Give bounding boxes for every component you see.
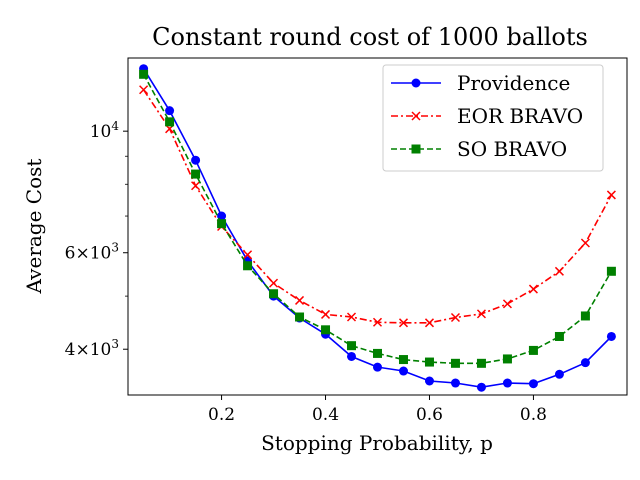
legend-label: EOR BRAVO <box>457 104 583 128</box>
data-point-eor-bravo <box>191 181 201 191</box>
data-point-providence <box>398 366 408 376</box>
data-point-so-bravo <box>217 219 227 229</box>
x-tick-label: 0.6 <box>416 405 443 425</box>
data-point-eor-bravo <box>372 317 383 327</box>
legend-label: SO BRAVO <box>457 137 567 161</box>
data-point-providence <box>554 369 564 379</box>
x-axis: 0.2 0.4 0.6 0.8 <box>208 395 547 425</box>
data-point-so-bravo <box>502 354 512 364</box>
data-point-providence <box>580 358 590 368</box>
plot-frame <box>127 57 628 396</box>
x-tick-label: 0.4 <box>312 405 339 425</box>
data-point-eor-bravo <box>320 309 331 319</box>
data-point-providence <box>165 106 175 116</box>
data-point-eor-bravo <box>139 85 149 95</box>
legend-frame <box>382 64 604 172</box>
y-tick-label: 104 <box>90 119 120 142</box>
data-point-eor-bravo <box>346 312 357 322</box>
data-point-providence <box>347 351 357 361</box>
x-axis-title: Stopping Probability, p <box>261 431 493 455</box>
y-tick-label: 6×103 <box>65 241 119 264</box>
legend-swatch-marker <box>411 78 421 88</box>
legend-item-providence: Providence <box>391 71 570 95</box>
data-point-providence <box>450 378 460 388</box>
data-point-providence <box>424 376 434 386</box>
series-eor-bravo <box>139 85 616 328</box>
data-point-so-bravo <box>165 117 175 127</box>
legend-swatch-marker <box>411 111 421 121</box>
data-point-eor-bravo <box>528 284 538 294</box>
data-point-so-bravo <box>269 289 279 299</box>
legend-item-eor-bravo: EOR BRAVO <box>391 104 583 128</box>
data-point-so-bravo <box>347 341 357 351</box>
y-tick-label: 4×103 <box>65 337 119 360</box>
plot-area <box>139 64 616 392</box>
data-point-eor-bravo <box>424 318 435 328</box>
data-point-so-bravo <box>295 312 305 322</box>
data-point-so-bravo <box>243 261 253 271</box>
series-so-bravo <box>139 69 616 368</box>
data-point-so-bravo <box>424 357 434 367</box>
data-point-eor-bravo <box>450 312 460 323</box>
data-point-eor-bravo <box>269 278 279 288</box>
y-axis-title: Average Cost <box>22 159 46 295</box>
legend-swatch-marker <box>411 144 421 154</box>
data-point-so-bravo <box>606 266 616 276</box>
data-point-eor-bravo <box>502 299 512 309</box>
data-point-providence <box>191 155 201 165</box>
y-axis: 4×103 6×103 104 <box>65 119 128 360</box>
data-point-providence <box>528 379 538 389</box>
data-point-so-bravo <box>373 348 382 358</box>
data-point-eor-bravo <box>476 309 486 319</box>
data-point-providence <box>606 331 616 341</box>
data-point-eor-bravo <box>295 295 305 305</box>
legend: Providence EOR BRAVO SO BRAVO <box>382 64 604 172</box>
data-point-so-bravo <box>398 355 408 365</box>
data-point-so-bravo <box>139 69 149 79</box>
x-tick-label: 0.2 <box>208 405 235 425</box>
data-point-eor-bravo <box>606 190 616 200</box>
data-point-so-bravo <box>580 311 590 321</box>
data-point-so-bravo <box>450 358 460 368</box>
data-point-providence <box>476 382 486 392</box>
data-point-providence <box>373 362 382 372</box>
data-point-providence <box>502 378 512 388</box>
legend-item-so-bravo: SO BRAVO <box>391 137 567 161</box>
data-point-eor-bravo <box>398 318 409 328</box>
data-point-so-bravo <box>554 331 564 341</box>
x-tick-label: 0.8 <box>520 405 547 425</box>
legend-label: Providence <box>457 71 570 95</box>
data-point-eor-bravo <box>580 238 590 248</box>
data-point-eor-bravo <box>243 250 253 260</box>
data-point-so-bravo <box>191 169 201 179</box>
chart-title: Constant round cost of 1000 ballots <box>152 23 588 51</box>
data-point-so-bravo <box>476 358 486 368</box>
data-point-so-bravo <box>528 345 538 355</box>
data-point-eor-bravo <box>554 266 564 276</box>
data-point-so-bravo <box>321 325 331 335</box>
